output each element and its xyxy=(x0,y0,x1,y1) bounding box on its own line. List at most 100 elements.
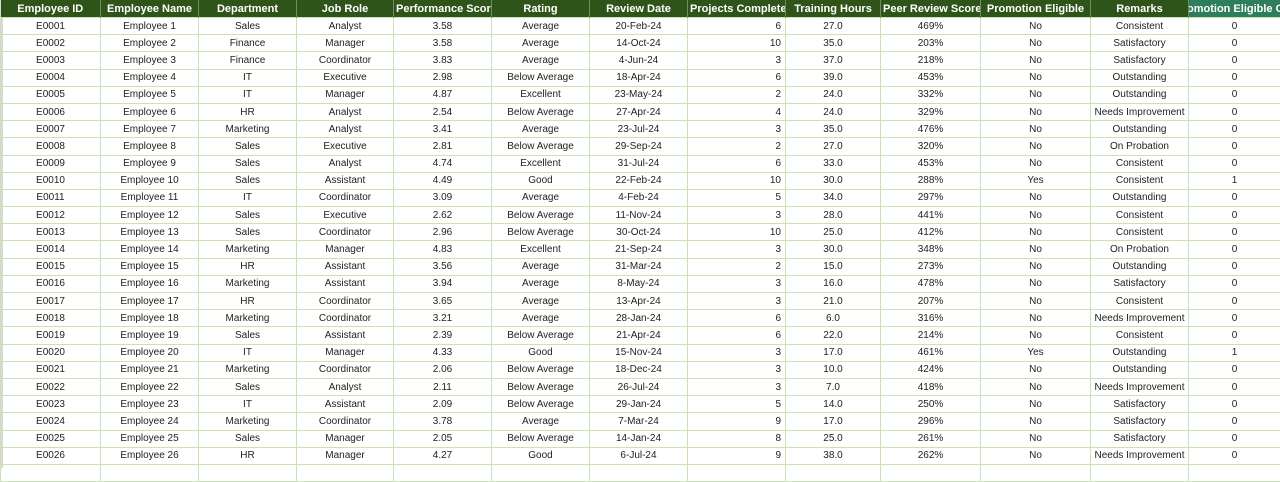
cell-department[interactable]: IT xyxy=(199,344,297,361)
cell-employee-id[interactable]: E0004 xyxy=(1,69,101,86)
cell-review-date[interactable]: 28-Jan-24 xyxy=(590,310,688,327)
cell-promotion-eligible[interactable]: No xyxy=(981,138,1091,155)
cell-department[interactable]: Sales xyxy=(199,207,297,224)
cell-training-hours[interactable]: 24.0 xyxy=(786,86,881,103)
cell-training-hours[interactable]: 28.0 xyxy=(786,207,881,224)
cell-projects-completed[interactable]: 3 xyxy=(688,275,786,292)
cell-performance-score[interactable]: 3.58 xyxy=(394,18,492,35)
cell-remarks[interactable]: Consistent xyxy=(1091,172,1189,189)
cell-peer-review-score[interactable]: 453% xyxy=(881,155,981,172)
cell-remarks[interactable]: Consistent xyxy=(1091,155,1189,172)
cell-peer-review-score[interactable]: 296% xyxy=(881,413,981,430)
cell-performance-score[interactable]: 4.33 xyxy=(394,344,492,361)
cell-rating[interactable]: Below Average xyxy=(492,430,590,447)
cell-training-hours[interactable]: 14.0 xyxy=(786,396,881,413)
cell-rating[interactable]: Below Average xyxy=(492,224,590,241)
empty-cell[interactable] xyxy=(1189,464,1280,481)
cell-job-role[interactable]: Analyst xyxy=(297,103,394,120)
empty-cell[interactable] xyxy=(1,464,101,481)
cell-employee-id[interactable]: E0015 xyxy=(1,258,101,275)
empty-cell[interactable] xyxy=(1091,464,1189,481)
cell-department[interactable]: Finance xyxy=(199,52,297,69)
cell-projects-completed[interactable]: 10 xyxy=(688,224,786,241)
cell-promotion-eligible-count[interactable]: 0 xyxy=(1189,361,1280,378)
cell-training-hours[interactable]: 25.0 xyxy=(786,224,881,241)
cell-promotion-eligible-count[interactable]: 0 xyxy=(1189,310,1280,327)
cell-remarks[interactable]: Consistent xyxy=(1091,293,1189,310)
cell-promotion-eligible-count[interactable]: 0 xyxy=(1189,18,1280,35)
cell-projects-completed[interactable]: 9 xyxy=(688,447,786,464)
cell-promotion-eligible[interactable]: No xyxy=(981,241,1091,258)
cell-rating[interactable]: Below Average xyxy=(492,103,590,120)
column-header-peer-review-score[interactable]: Peer Review Score xyxy=(881,0,981,18)
cell-performance-score[interactable]: 3.83 xyxy=(394,52,492,69)
cell-performance-score[interactable]: 3.21 xyxy=(394,310,492,327)
empty-cell[interactable] xyxy=(688,464,786,481)
cell-review-date[interactable]: 18-Apr-24 xyxy=(590,69,688,86)
cell-promotion-eligible[interactable]: Yes xyxy=(981,344,1091,361)
cell-promotion-eligible-count[interactable]: 0 xyxy=(1189,207,1280,224)
cell-employee-name[interactable]: Employee 8 xyxy=(101,138,199,155)
cell-department[interactable]: Marketing xyxy=(199,361,297,378)
cell-review-date[interactable]: 23-Jul-24 xyxy=(590,121,688,138)
cell-promotion-eligible[interactable]: No xyxy=(981,293,1091,310)
cell-review-date[interactable]: 31-Mar-24 xyxy=(590,258,688,275)
cell-job-role[interactable]: Assistant xyxy=(297,258,394,275)
cell-employee-id[interactable]: E0020 xyxy=(1,344,101,361)
cell-department[interactable]: Sales xyxy=(199,18,297,35)
cell-training-hours[interactable]: 30.0 xyxy=(786,172,881,189)
cell-promotion-eligible[interactable]: No xyxy=(981,207,1091,224)
cell-training-hours[interactable]: 34.0 xyxy=(786,189,881,206)
column-header-remarks[interactable]: Remarks xyxy=(1091,0,1189,18)
cell-promotion-eligible-count[interactable]: 0 xyxy=(1189,447,1280,464)
cell-employee-name[interactable]: Employee 4 xyxy=(101,69,199,86)
cell-job-role[interactable]: Executive xyxy=(297,69,394,86)
column-header-projects-completed[interactable]: Projects Completed xyxy=(688,0,786,18)
cell-department[interactable]: Marketing xyxy=(199,275,297,292)
cell-employee-name[interactable]: Employee 13 xyxy=(101,224,199,241)
cell-remarks[interactable]: Consistent xyxy=(1091,224,1189,241)
cell-projects-completed[interactable]: 2 xyxy=(688,86,786,103)
cell-employee-name[interactable]: Employee 26 xyxy=(101,447,199,464)
empty-cell[interactable] xyxy=(297,464,394,481)
cell-employee-id[interactable]: E0001 xyxy=(1,18,101,35)
cell-rating[interactable]: Average xyxy=(492,35,590,52)
cell-review-date[interactable]: 15-Nov-24 xyxy=(590,344,688,361)
cell-performance-score[interactable]: 3.56 xyxy=(394,258,492,275)
cell-employee-name[interactable]: Employee 16 xyxy=(101,275,199,292)
cell-promotion-eligible[interactable]: No xyxy=(981,103,1091,120)
cell-promotion-eligible-count[interactable]: 0 xyxy=(1189,327,1280,344)
cell-projects-completed[interactable]: 6 xyxy=(688,69,786,86)
empty-cell[interactable] xyxy=(881,464,981,481)
cell-training-hours[interactable]: 6.0 xyxy=(786,310,881,327)
cell-promotion-eligible-count[interactable]: 0 xyxy=(1189,69,1280,86)
cell-performance-score[interactable]: 3.09 xyxy=(394,189,492,206)
cell-training-hours[interactable]: 35.0 xyxy=(786,35,881,52)
cell-projects-completed[interactable]: 3 xyxy=(688,293,786,310)
cell-employee-id[interactable]: E0014 xyxy=(1,241,101,258)
cell-promotion-eligible-count[interactable]: 0 xyxy=(1189,293,1280,310)
cell-employee-name[interactable]: Employee 17 xyxy=(101,293,199,310)
cell-review-date[interactable]: 18-Dec-24 xyxy=(590,361,688,378)
cell-remarks[interactable]: On Probation xyxy=(1091,241,1189,258)
cell-promotion-eligible[interactable]: No xyxy=(981,189,1091,206)
cell-peer-review-score[interactable]: 288% xyxy=(881,172,981,189)
cell-promotion-eligible[interactable]: No xyxy=(981,86,1091,103)
cell-review-date[interactable]: 20-Feb-24 xyxy=(590,18,688,35)
cell-peer-review-score[interactable]: 316% xyxy=(881,310,981,327)
cell-promotion-eligible-count[interactable]: 1 xyxy=(1189,344,1280,361)
cell-employee-id[interactable]: E0018 xyxy=(1,310,101,327)
cell-review-date[interactable]: 21-Sep-24 xyxy=(590,241,688,258)
cell-promotion-eligible[interactable]: No xyxy=(981,413,1091,430)
cell-employee-id[interactable]: E0025 xyxy=(1,430,101,447)
cell-projects-completed[interactable]: 9 xyxy=(688,413,786,430)
cell-review-date[interactable]: 27-Apr-24 xyxy=(590,103,688,120)
cell-employee-id[interactable]: E0010 xyxy=(1,172,101,189)
cell-job-role[interactable]: Assistant xyxy=(297,327,394,344)
cell-rating[interactable]: Below Average xyxy=(492,361,590,378)
cell-training-hours[interactable]: 39.0 xyxy=(786,69,881,86)
cell-promotion-eligible[interactable]: No xyxy=(981,52,1091,69)
cell-department[interactable]: Sales xyxy=(199,155,297,172)
cell-rating[interactable]: Average xyxy=(492,293,590,310)
cell-review-date[interactable]: 14-Jan-24 xyxy=(590,430,688,447)
